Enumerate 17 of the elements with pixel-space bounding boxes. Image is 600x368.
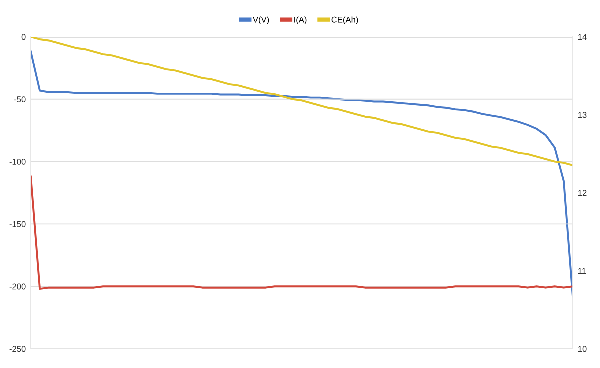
y-tick-label: -100 [10,159,26,165]
legend-label: CE(Ah) [332,16,358,24]
y-tick-label: -200 [10,284,26,290]
legend-label: V(V) [253,16,270,24]
y-tick-label: -150 [10,221,26,228]
y-tick-label: -250 [10,346,26,352]
y-tick-label: 0 [22,34,26,40]
y2-tick-label: 13 [578,112,587,118]
line-series [31,176,573,290]
y2-tick-label: 11 [578,268,586,274]
line-series [31,37,573,167]
y2-tick-label: 14 [578,34,587,40]
line-series [31,50,573,298]
legend-label: I(A) [294,16,307,24]
y2-tick-label: 10 [578,346,587,352]
y-tick-label: -50 [14,96,26,102]
y2-tick-label: 12 [578,190,587,196]
